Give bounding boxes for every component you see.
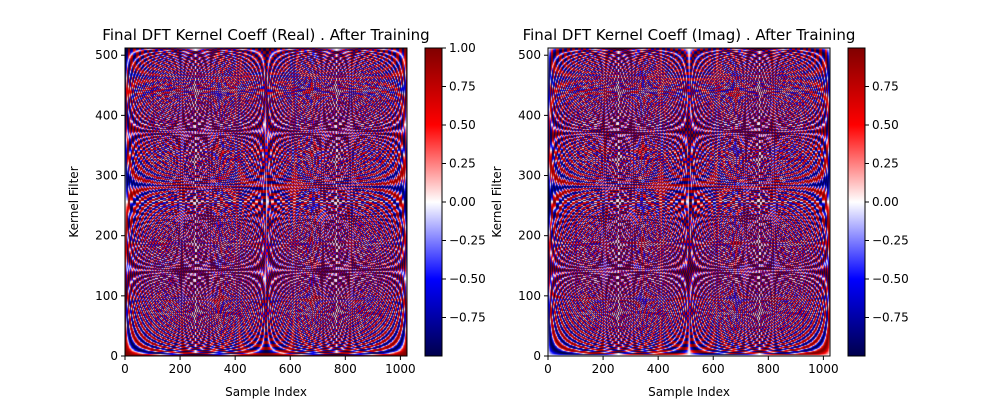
colorbar-tick-label: 0.00 <box>449 195 476 209</box>
colorbar-tick-label: 0.75 <box>872 80 899 94</box>
colorbar <box>847 47 866 357</box>
y-tick-label: 500 <box>518 48 541 62</box>
colorbar-tick-label: −0.50 <box>449 272 486 286</box>
y-tick-label: 200 <box>518 229 541 243</box>
x-tick-label: 0 <box>544 362 552 376</box>
colorbar-tick-label: 0.25 <box>872 157 899 171</box>
chart-imag: Final DFT Kernel Coeff (Imag) . After Tr… <box>490 26 909 399</box>
colorbar-tick-label: 0.75 <box>449 80 476 94</box>
chart-title: Final DFT Kernel Coeff (Imag) . After Tr… <box>523 26 856 44</box>
y-tick-label: 400 <box>518 108 541 122</box>
y-axis-label: Kernel Filter <box>490 166 504 237</box>
colorbar-tick-label: −0.25 <box>872 234 909 248</box>
x-tick-label: 400 <box>224 362 247 376</box>
colorbar <box>424 47 443 357</box>
x-axis-label: Sample Index <box>225 385 307 399</box>
y-tick-label: 300 <box>95 169 118 183</box>
x-tick-label: 200 <box>592 362 615 376</box>
x-axis-label: Sample Index <box>648 385 730 399</box>
colorbar-tick-label: 0.25 <box>449 157 476 171</box>
y-tick-label: 100 <box>518 289 541 303</box>
colorbar-tick-label: 1.00 <box>449 41 476 55</box>
chart-real: Final DFT Kernel Coeff (Real) . After Tr… <box>67 26 486 399</box>
x-tick-label: 400 <box>647 362 670 376</box>
heatmap-plot <box>548 48 830 356</box>
colorbar-tick-label: −0.75 <box>872 311 909 325</box>
y-axis-label: Kernel Filter <box>67 166 81 237</box>
colorbar-tick-label: 0.50 <box>449 118 476 132</box>
y-tick-label: 100 <box>95 289 118 303</box>
x-tick-label: 600 <box>279 362 302 376</box>
y-tick-label: 0 <box>533 349 541 363</box>
x-tick-label: 1000 <box>808 362 839 376</box>
x-tick-label: 800 <box>334 362 357 376</box>
y-tick-label: 400 <box>95 108 118 122</box>
x-tick-label: 800 <box>757 362 780 376</box>
colorbar-tick-label: 0.00 <box>872 195 899 209</box>
axes: 0 200 400 600 800 1000 0 100 200 300 400 500 <box>95 48 416 376</box>
colorbar-tick-label: −0.25 <box>449 234 486 248</box>
plot-frame <box>124 47 408 357</box>
heatmap-plot <box>125 48 407 356</box>
colorbar-tick-label: −0.50 <box>872 272 909 286</box>
colorbar-ticks: 1.00 0.75 0.50 0.25 0.00 −0.25 −0.50 −0.75 <box>442 41 486 325</box>
x-tick-label: 0 <box>121 362 129 376</box>
chart-title: Final DFT Kernel Coeff (Real) . After Tr… <box>102 26 429 44</box>
y-tick-label: 500 <box>95 48 118 62</box>
axes: 0 200 400 600 800 1000 0 100 200 300 400 500 <box>518 48 839 376</box>
x-tick-label: 200 <box>169 362 192 376</box>
plot-frame <box>547 47 831 357</box>
colorbar-ticks: 0.75 0.50 0.25 0.00 −0.25 −0.50 −0.75 <box>865 80 909 325</box>
x-tick-label: 600 <box>702 362 725 376</box>
x-tick-label: 1000 <box>385 362 416 376</box>
y-tick-label: 300 <box>518 169 541 183</box>
y-tick-label: 0 <box>110 349 118 363</box>
colorbar-tick-label: −0.75 <box>449 311 486 325</box>
colorbar-tick-label: 0.50 <box>872 118 899 132</box>
y-tick-label: 200 <box>95 229 118 243</box>
